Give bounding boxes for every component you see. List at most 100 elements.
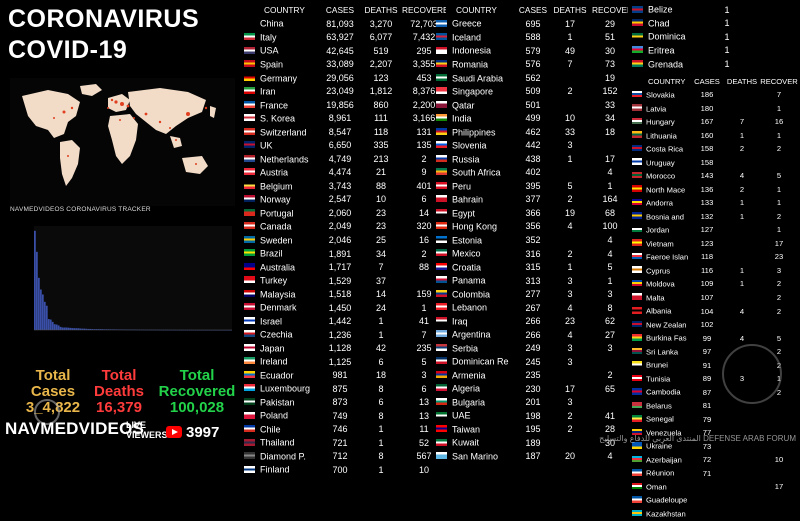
flag-icon — [244, 127, 255, 135]
deaths-cell: 20 — [564, 451, 575, 462]
country-cell: Chad — [632, 17, 712, 31]
chart-bar — [81, 328, 84, 330]
cases-cell: 1 — [724, 4, 730, 15]
table-row: Chad 1 — [632, 17, 742, 31]
deaths-cell: 3 — [567, 343, 573, 354]
chart-bar — [99, 329, 102, 330]
recovered-cell: 10 — [774, 455, 784, 465]
deaths-cell — [724, 156, 760, 170]
country-name: Brazil — [260, 248, 283, 259]
viewer-count: 3997 — [186, 424, 220, 441]
country-name: Cambodia — [646, 387, 681, 397]
flag-icon — [632, 307, 642, 314]
deaths-cell: 21 — [375, 167, 386, 178]
cases-cell: 180 — [700, 103, 714, 113]
deaths-cell: 19 — [564, 207, 575, 218]
country-name: Canada — [260, 221, 292, 232]
country-name: Portugal — [260, 208, 294, 219]
deaths-cell: 8 — [378, 383, 384, 394]
cases-cell: 158 — [700, 157, 714, 167]
chart-bar — [77, 328, 80, 330]
recovered-cell — [592, 139, 628, 153]
cases-cell: 158 — [700, 144, 714, 154]
country-cell: Italy — [244, 31, 320, 45]
country-name: Switzerland — [260, 127, 307, 138]
country-cell: Serbia — [436, 341, 518, 355]
country-cell: Poland — [244, 409, 320, 423]
country-name: Chile — [260, 424, 281, 435]
flag-icon — [632, 104, 642, 111]
flag-icon — [436, 141, 447, 149]
deaths-cell: 4 — [739, 306, 745, 316]
cases-cell: 1,717 — [328, 262, 352, 273]
flag-icon — [632, 374, 642, 382]
country-cell: Jordan — [632, 223, 690, 237]
cases-cell: 245 — [525, 356, 541, 367]
country-cell: Indonesia — [436, 44, 518, 58]
country-name: Qatar — [452, 100, 475, 111]
cases-cell: 107 — [700, 292, 714, 302]
cases-cell: 201 — [525, 397, 541, 408]
country-name: Sweden — [260, 235, 293, 246]
country-name: Australia — [260, 262, 296, 273]
table-row: Grenada 1 — [632, 57, 742, 71]
flag-icon — [436, 127, 447, 135]
country-name: India — [452, 113, 472, 124]
flag-icon — [632, 442, 642, 449]
country-cell: Chile — [244, 422, 320, 436]
table-row: Germany 29,056 123 453 — [244, 71, 446, 85]
table-row: S. Korea 8,961 111 3,166 — [244, 112, 446, 126]
flag-icon — [436, 195, 447, 203]
deaths-cell: 14 — [375, 289, 386, 300]
deaths-cell: 1 — [567, 32, 573, 43]
country-name: Bosnia and — [646, 212, 684, 222]
flag-icon — [436, 73, 447, 81]
chart-bar — [35, 251, 38, 330]
recovered-cell: 159 — [416, 289, 432, 300]
country-cell: China — [244, 17, 320, 31]
deaths-cell: 123 — [373, 72, 389, 83]
table-row: Egypt 366 19 68 — [436, 206, 628, 220]
deaths-cell: 6,077 — [369, 32, 393, 43]
recovered-cell: 7,432 — [412, 32, 436, 43]
country-table-1: COUNTRY CASES DEATHS RECOVERED China 81,0… — [244, 3, 446, 477]
chart-bar — [63, 327, 66, 330]
flag-icon — [244, 114, 255, 122]
flag-icon — [632, 185, 642, 192]
deaths-cell — [724, 480, 760, 494]
cases-cell: 562 — [525, 72, 541, 83]
deaths-cell — [548, 166, 592, 180]
column-header-recovered: RECOVERED — [402, 5, 446, 15]
country-name: Azerbaijan — [646, 455, 682, 465]
chart-bar — [39, 289, 42, 330]
deaths-cell: 1 — [739, 211, 745, 221]
flag-icon — [436, 60, 447, 68]
country-name: Latvia — [646, 104, 667, 114]
recovered-cell: 30 — [604, 45, 615, 56]
flag-icon — [244, 60, 255, 68]
flag-icon — [632, 32, 643, 40]
flag-icon — [244, 73, 255, 81]
flag-icon — [632, 361, 642, 368]
chart-bar — [71, 328, 74, 330]
deaths-cell: 42 — [375, 343, 386, 354]
table-header-row: COUNTRY CASES DEATHS RECOVER — [632, 74, 798, 88]
table-row: Japan 1,128 42 235 — [244, 341, 446, 355]
recovered-cell: 6 — [421, 194, 427, 205]
chart-bar — [109, 329, 112, 330]
recovered-cell: 16 — [774, 117, 784, 127]
deaths-cell — [724, 250, 760, 264]
recovered-cell: 52 — [418, 437, 429, 448]
country-cell: Azerbaijan — [632, 453, 690, 467]
recovered-cell: 320 — [416, 221, 432, 232]
country-name: Burkina Fas — [646, 333, 687, 343]
recovered-cell — [760, 156, 798, 170]
cases-cell: 352 — [525, 235, 541, 245]
table-row: Azerbaijan 72 10 — [632, 453, 798, 467]
recovered-cell: 5 — [421, 356, 427, 367]
table-row: Sri Lanka 97 2 — [632, 345, 798, 359]
country-cell: Morocco — [632, 169, 690, 183]
table-row: Guadeloupe — [632, 493, 798, 507]
flag-icon — [244, 384, 255, 392]
recovered-cell: 401 — [416, 180, 432, 191]
